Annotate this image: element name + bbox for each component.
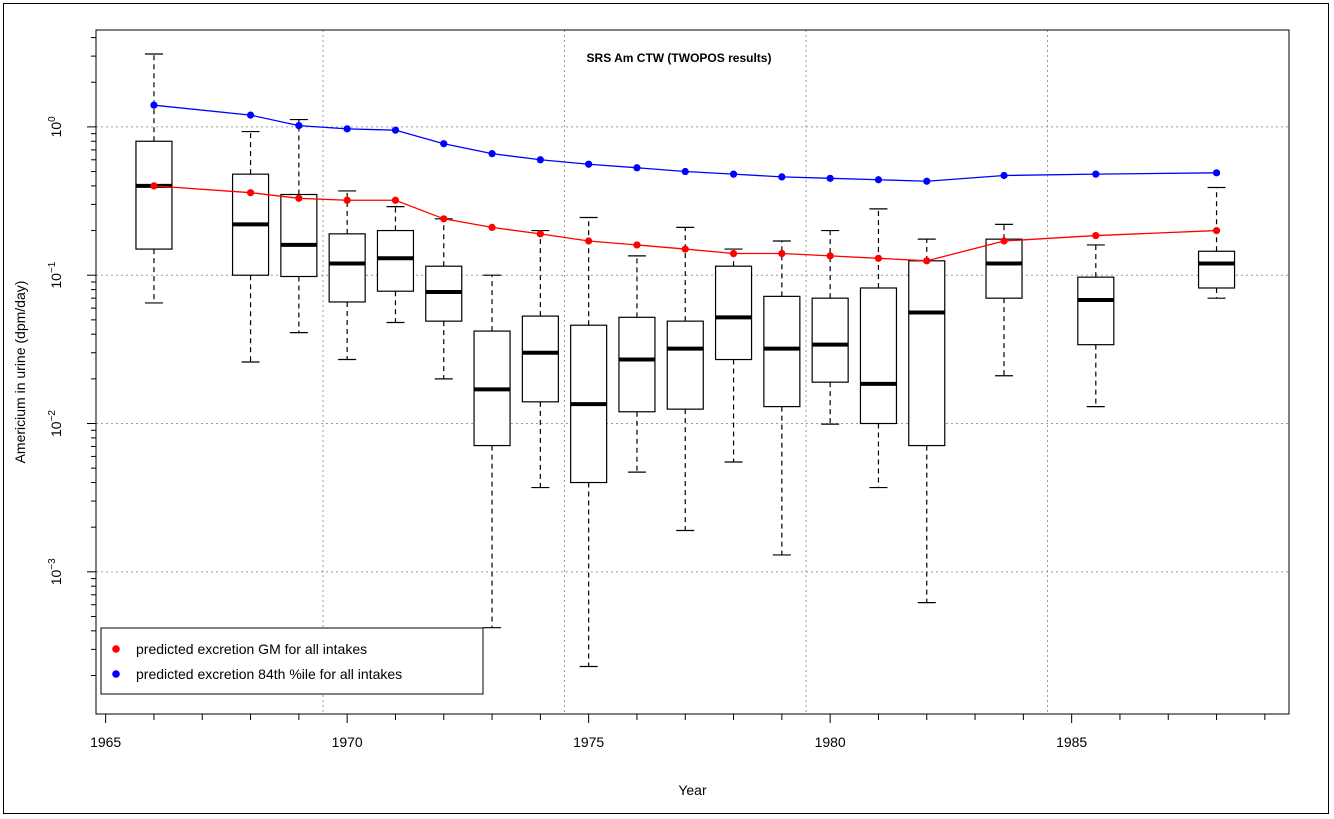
series-point-2 [826,174,834,182]
series-point-1 [778,249,786,258]
box-plot-chart: 1965 1970 1975 1980 1985 10−3 10−2 10−1 100 SRS … [12,29,1290,798]
x-tick-label: 1980 [815,734,846,750]
legend-marker-1 [112,645,120,653]
series-point-1 [488,223,496,232]
series-point-1 [440,215,448,223]
series-point-2 [923,177,931,185]
series-point-2 [681,167,689,176]
legend-marker-2 [112,670,120,678]
series-point-1 [150,182,158,190]
y-axis-label: Americium in urine (dpm/day) [12,281,28,464]
x-axis-label: Year [678,782,707,798]
legend-label-1: predicted excretion GM for all intakes [136,641,367,657]
series-point-1 [923,257,931,265]
legend-box [100,627,484,695]
box-body [1197,250,1236,289]
box-body [763,295,801,408]
series-point-1 [536,230,544,238]
series-point-2 [1092,170,1100,178]
figure-frame: 1965 1970 1975 1980 1985 10−3 10−2 10−1 100 SRS … [3,3,1329,814]
x-tick-label: 1985 [1056,734,1087,750]
box-body [859,287,898,425]
series-point-1 [729,249,738,258]
box-body [714,265,753,361]
box-body [135,140,173,250]
series-lines [150,101,1221,265]
series-point-2 [246,111,255,119]
box-body [985,238,1023,299]
series-point-2 [150,101,158,109]
series-point-1 [874,254,883,262]
box-plots [135,53,1236,668]
box-body [666,320,704,410]
series-point-2 [874,176,883,184]
series-point-1 [1092,231,1100,240]
series-point-2 [440,140,448,148]
series-point-2 [295,122,303,130]
series-point-1 [295,194,303,202]
series-point-1 [585,237,593,245]
y-tick-label: 10−2 [47,410,64,437]
series-point-1 [681,245,689,253]
series-point-2 [1212,169,1221,177]
box-body [280,193,318,278]
series-point-2 [1000,171,1008,180]
box-body [618,316,656,413]
series-point-2 [488,150,496,158]
box-body [521,315,559,403]
x-tick-label: 1970 [332,734,363,750]
series-point-2 [729,170,738,178]
series-point-1 [343,196,351,204]
series-point-1 [826,252,834,260]
chart-title: SRS Am CTW (TWOPOS results) [587,51,772,65]
series-point-2 [536,156,544,164]
series-point-1 [633,241,641,249]
box-body [1077,276,1115,346]
series-point-2 [633,164,641,172]
y-tick-label: 100 [47,116,64,138]
series-point-2 [585,160,593,168]
grid-lines [96,30,1289,714]
box-body [908,260,946,447]
box-body [328,233,366,303]
legend-label-2: predicted excretion 84th %ile for all in… [136,666,402,682]
y-tick-label: 10−3 [47,558,64,585]
plot-border [95,29,1290,715]
x-tick-label: 1975 [573,734,604,750]
series-point-1 [246,189,255,197]
series-point-2 [343,125,351,133]
box-body [811,297,849,383]
series-point-2 [778,173,786,181]
series-point-1 [391,196,400,204]
series-point-2 [391,126,400,134]
x-tick-label: 1965 [90,734,121,750]
series-point-1 [1212,226,1221,235]
y-tick-label: 10−1 [47,261,64,288]
legend: predicted excretion GM for all intakes pr… [100,627,484,695]
series-point-1 [1000,237,1008,245]
box-body [376,229,415,292]
axes: 1965 1970 1975 1980 1985 10−3 10−2 10−1 100 [47,37,1266,750]
